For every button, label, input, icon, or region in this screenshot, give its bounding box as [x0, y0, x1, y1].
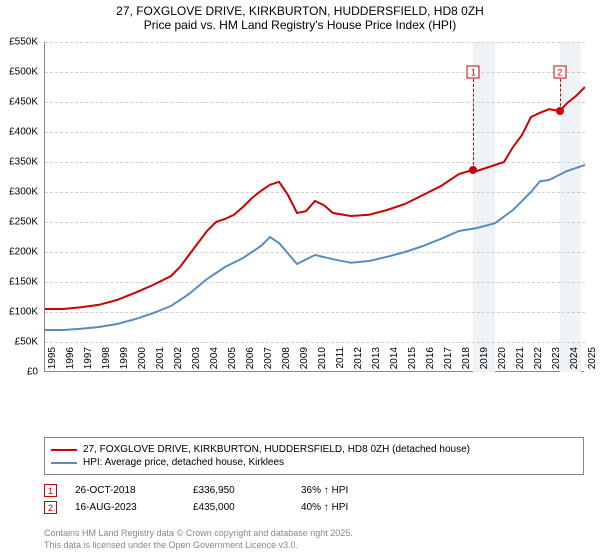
plot-area: 12 — [44, 42, 584, 372]
title-line-1: 27, FOXGLOVE DRIVE, KIRKBURTON, HUDDERSF… — [0, 4, 600, 18]
marker-dot — [556, 107, 564, 115]
x-axis-label: 2025 — [587, 347, 598, 377]
chart-title: 27, FOXGLOVE DRIVE, KIRKBURTON, HUDDERSF… — [0, 0, 600, 34]
legend: 27, FOXGLOVE DRIVE, KIRKBURTON, HUDDERSF… — [44, 437, 584, 475]
y-axis-label: £500K — [0, 67, 38, 78]
sale-marker: 2 — [44, 501, 57, 514]
y-axis-label: £100K — [0, 307, 38, 318]
sale-price: £435,000 — [193, 502, 283, 513]
legend-row: HPI: Average price, detached house, Kirk… — [51, 457, 577, 468]
sale-date: 26-OCT-2018 — [75, 485, 175, 496]
footer-line-1: Contains HM Land Registry data © Crown c… — [44, 528, 353, 540]
series-line — [45, 165, 585, 330]
sale-row: 2 16-AUG-2023 £435,000 40% ↑ HPI — [44, 501, 584, 514]
plot-svg — [45, 42, 585, 372]
chart-area: 12 £0£50K£100K£150K£200K£250K£300K£350K£… — [44, 42, 584, 404]
sale-date: 16-AUG-2023 — [75, 502, 175, 513]
legend-swatch — [51, 449, 77, 451]
y-axis-label: £550K — [0, 37, 38, 48]
legend-label: 27, FOXGLOVE DRIVE, KIRKBURTON, HUDDERSF… — [83, 444, 470, 455]
sale-hpi: 40% ↑ HPI — [301, 502, 391, 513]
sale-row: 1 26-OCT-2018 £336,950 36% ↑ HPI — [44, 484, 584, 497]
marker-box: 1 — [467, 66, 480, 79]
sale-hpi: 36% ↑ HPI — [301, 485, 391, 496]
legend-row: 27, FOXGLOVE DRIVE, KIRKBURTON, HUDDERSF… — [51, 444, 577, 455]
footer-line-2: This data is licensed under the Open Gov… — [44, 540, 353, 552]
series-line — [45, 87, 585, 309]
y-axis-label: £200K — [0, 247, 38, 258]
marker-box: 2 — [553, 66, 566, 79]
y-axis-label: £450K — [0, 97, 38, 108]
y-axis-label: £400K — [0, 127, 38, 138]
sale-price: £336,950 — [193, 485, 283, 496]
title-line-2: Price paid vs. HM Land Registry's House … — [0, 18, 600, 32]
legend-swatch — [51, 462, 77, 464]
footer: Contains HM Land Registry data © Crown c… — [44, 528, 353, 551]
legend-label: HPI: Average price, detached house, Kirk… — [83, 457, 284, 468]
y-axis-label: £300K — [0, 187, 38, 198]
y-axis-label: £50K — [0, 337, 38, 348]
sale-marker: 1 — [44, 484, 57, 497]
y-axis-label: £350K — [0, 157, 38, 168]
sales-table: 1 26-OCT-2018 £336,950 36% ↑ HPI 2 16-AUG-202… — [44, 480, 584, 518]
marker-line — [473, 79, 474, 170]
y-axis-label: £250K — [0, 217, 38, 228]
marker-dot — [469, 166, 477, 174]
y-axis-label: £150K — [0, 277, 38, 288]
y-axis-label: £0 — [0, 367, 38, 378]
